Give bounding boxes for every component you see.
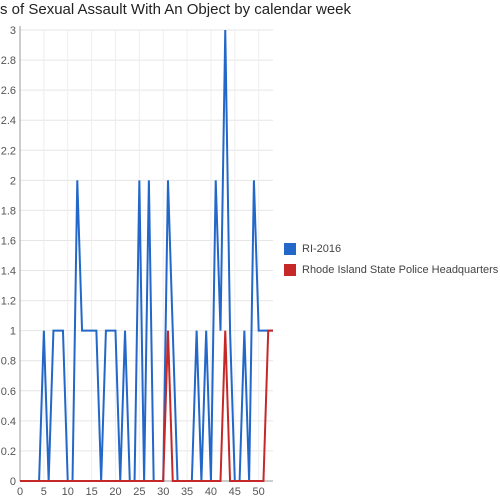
gridlines: [19, 29, 273, 482]
series-lines: [20, 29, 273, 482]
y-tick-label: 0: [10, 476, 16, 488]
y-tick-label: 0.8: [1, 356, 16, 368]
legend-swatch: [284, 263, 296, 276]
y-tick-label: 1.8: [1, 205, 16, 217]
x-tick-label: 25: [133, 486, 145, 498]
legend-swatch: [284, 242, 296, 255]
y-tick-label: 0.2: [1, 446, 16, 458]
x-tick-label: 50: [253, 486, 265, 498]
y-tick-label: 2.6: [1, 85, 16, 97]
x-tick-label: 30: [157, 486, 169, 498]
x-tick-label: 20: [109, 486, 121, 498]
y-tick-label: 2.8: [1, 55, 16, 67]
x-axis-ticks: 0 5 10 15 20 25 30 35 40 45 50: [17, 486, 265, 498]
y-tick-label: 2.2: [1, 145, 16, 157]
legend-label: RI-2016: [302, 242, 342, 255]
x-tick-label: 45: [229, 486, 241, 498]
legend-item: RI-2016: [284, 238, 498, 259]
legend-label: Rhode Island State Police Headquarters: [302, 263, 499, 276]
y-tick-label: 1.2: [1, 296, 16, 308]
y-tick-label: 3: [10, 25, 16, 37]
y-tick-label: 2: [10, 175, 16, 187]
series-line-2: [20, 329, 273, 482]
chart-title: s of Sexual Assault With An Object by ca…: [0, 1, 352, 18]
y-axis-ticks: 0 0.2 0.4 0.6 0.8 1 1.2 1.4 1.6 1.8 2 2.2 2.4 2.6 2.8 3: [1, 25, 16, 488]
x-tick-label: 40: [205, 486, 217, 498]
y-tick-label: 1.4: [1, 266, 16, 278]
x-tick-label: 5: [41, 486, 47, 498]
x-tick-label: 10: [62, 486, 74, 498]
legend-item: Rhode Island State Police Headquarters: [284, 259, 498, 280]
x-tick-label: 15: [85, 486, 97, 498]
y-tick-label: 1: [10, 326, 16, 338]
legend: RI-2016 Rhode Island State Police Headqua…: [284, 238, 498, 280]
y-tick-label: 1.6: [1, 235, 16, 247]
y-tick-label: 0.4: [1, 416, 16, 428]
y-tick-label: 2.4: [1, 115, 16, 127]
x-tick-label: 0: [17, 486, 23, 498]
series-line-1: [20, 29, 273, 482]
x-tick-label: 35: [181, 486, 193, 498]
y-tick-label: 0.6: [1, 386, 16, 398]
